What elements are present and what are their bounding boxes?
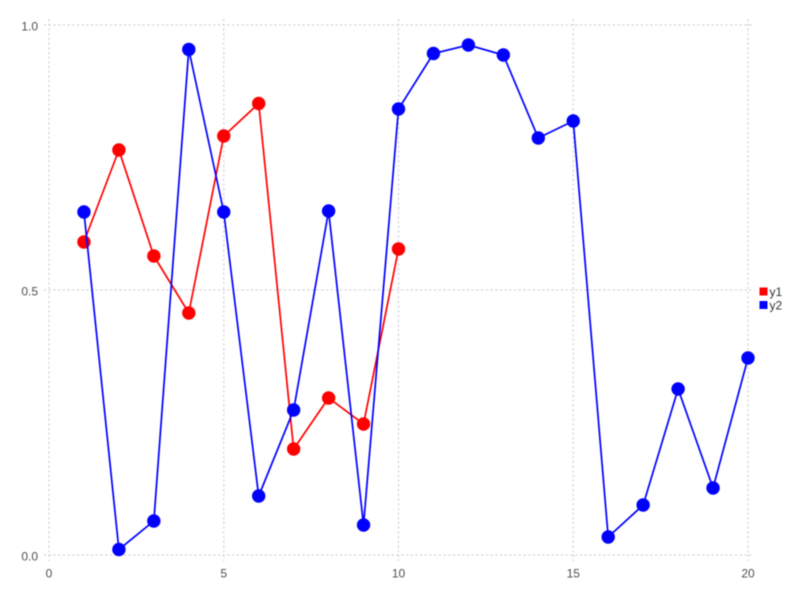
svg-text:10: 10 bbox=[392, 567, 406, 581]
svg-text:0: 0 bbox=[46, 567, 53, 581]
svg-text:0.0: 0.0 bbox=[21, 549, 38, 563]
svg-text:5: 5 bbox=[220, 567, 227, 581]
svg-text:0.5: 0.5 bbox=[21, 284, 38, 298]
svg-text:y2: y2 bbox=[770, 299, 783, 313]
svg-text:15: 15 bbox=[567, 567, 581, 581]
svg-text:20: 20 bbox=[741, 567, 755, 581]
svg-text:1.0: 1.0 bbox=[21, 19, 38, 33]
svg-text:y1: y1 bbox=[770, 285, 783, 299]
